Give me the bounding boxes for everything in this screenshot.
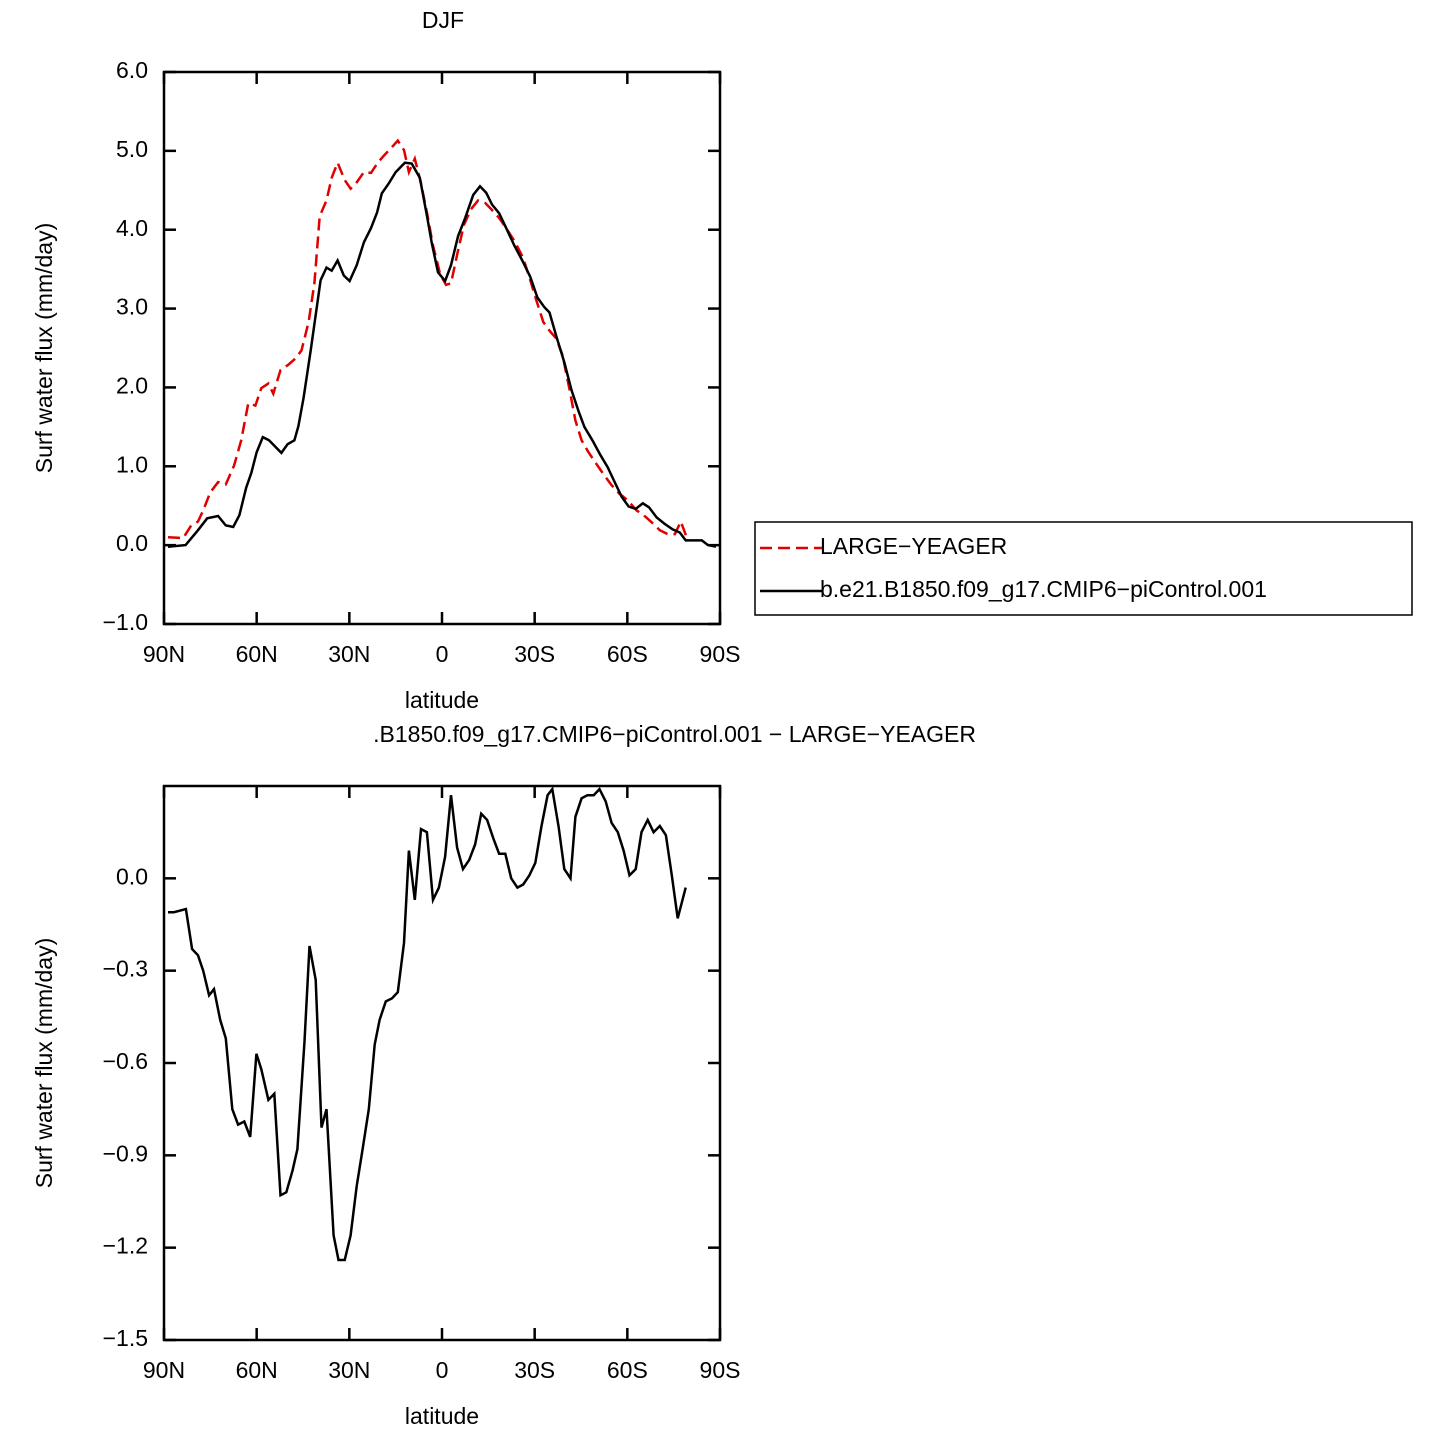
- y-tick-label: −0.9: [103, 1140, 148, 1166]
- y-tick-label: 6.0: [116, 57, 148, 83]
- x-tick-label: 60N: [236, 1357, 278, 1383]
- y-tick-label: 0.0: [116, 530, 148, 556]
- legend-label: LARGE−YEAGER: [820, 533, 1007, 559]
- y-tick-label: 0.0: [116, 863, 148, 889]
- legend-box: [754, 521, 1413, 616]
- x-tick-label: 60S: [607, 641, 648, 667]
- data-line: [167, 161, 717, 548]
- y-tick-label: −0.6: [103, 1048, 148, 1074]
- chart-title: .B1850.f09_g17.CMIP6−piControl.001 − LAR…: [373, 721, 976, 747]
- chart-title: DJF: [422, 7, 464, 33]
- x-tick-label: 0: [436, 641, 449, 667]
- x-tick-label: 30N: [328, 641, 370, 667]
- data-line: [168, 786, 687, 1262]
- y-tick-label: 4.0: [116, 215, 148, 241]
- y-tick-label: 1.0: [116, 451, 148, 477]
- y-tick-label: −1.5: [103, 1325, 148, 1351]
- x-axis-label: latitude: [405, 1403, 479, 1429]
- plot-frame: [162, 70, 722, 626]
- x-tick-label: 60S: [607, 1357, 648, 1383]
- y-tick-label: −1.0: [103, 609, 148, 635]
- x-tick-label: 30S: [514, 641, 555, 667]
- x-tick-label: 90S: [700, 1357, 741, 1383]
- y-tick-label: −0.3: [103, 956, 148, 982]
- x-tick-label: 90N: [143, 1357, 185, 1383]
- data-line: [167, 138, 689, 540]
- x-tick-label: 30N: [328, 1357, 370, 1383]
- y-axis-label: Surf water flux (mm/day): [31, 938, 57, 1189]
- y-tick-label: 5.0: [116, 136, 148, 162]
- y-tick-label: −1.2: [103, 1233, 148, 1259]
- x-tick-label: 90S: [700, 641, 741, 667]
- y-tick-label: 2.0: [116, 373, 148, 399]
- y-axis-label: Surf water flux (mm/day): [31, 223, 57, 474]
- x-tick-label: 90N: [143, 641, 185, 667]
- x-axis-label: latitude: [405, 687, 479, 713]
- x-tick-label: 30S: [514, 1357, 555, 1383]
- y-tick-label: 3.0: [116, 294, 148, 320]
- legend-label: b.e21.B1850.f09_g17.CMIP6−piControl.001: [820, 576, 1267, 602]
- x-tick-label: 60N: [236, 641, 278, 667]
- x-tick-label: 0: [436, 1357, 449, 1383]
